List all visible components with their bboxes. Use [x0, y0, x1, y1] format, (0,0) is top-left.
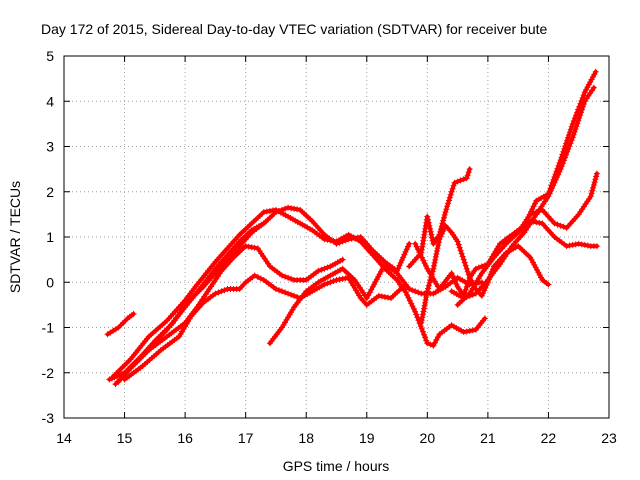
x-tick-label: 15 [117, 430, 133, 446]
x-tick-label: 17 [238, 430, 254, 446]
y-tick-label: 2 [46, 184, 54, 200]
y-tick-labels: -3 -2 -1 0 1 2 3 4 5 [42, 48, 55, 426]
x-tick-label: 18 [298, 430, 314, 446]
series-trace-5 [115, 243, 346, 385]
y-tick-label: 0 [46, 274, 54, 290]
x-tick-label: 14 [56, 430, 72, 446]
y-axis-label: SDTVAR / TECUs [7, 181, 23, 293]
y-tick-label: 1 [46, 229, 54, 245]
x-tick-label: 23 [601, 430, 617, 446]
plot-area [104, 68, 600, 388]
axis-ticks [63, 55, 610, 419]
x-tick-labels: 14 15 16 17 18 19 20 21 22 23 [56, 430, 617, 446]
y-tick-label: 4 [46, 93, 54, 109]
x-tick-label: 19 [359, 430, 375, 446]
x-tick-label: 22 [541, 430, 557, 446]
y-tick-label: 5 [46, 48, 54, 64]
x-tick-label: 21 [480, 430, 496, 446]
series-markers [503, 218, 600, 250]
x-tick-label: 16 [177, 430, 193, 446]
y-tick-label: 3 [46, 139, 54, 155]
series-markers [109, 206, 407, 381]
series-trace-11 [448, 84, 597, 302]
series-trace-6 [121, 272, 488, 383]
x-tick-label: 20 [420, 430, 436, 446]
series-trace-13 [503, 218, 600, 250]
y-tick-label: -3 [42, 410, 55, 426]
y-tick-label: -1 [42, 320, 55, 336]
series-markers [104, 310, 137, 338]
series-trace-1 [104, 310, 137, 338]
x-axis-label: GPS time / hours [283, 458, 390, 474]
y-tick-label: -2 [42, 365, 55, 381]
chart-title: Day 172 of 2015, Sidereal Day-to-day VTE… [41, 21, 548, 37]
series-markers [121, 272, 488, 383]
